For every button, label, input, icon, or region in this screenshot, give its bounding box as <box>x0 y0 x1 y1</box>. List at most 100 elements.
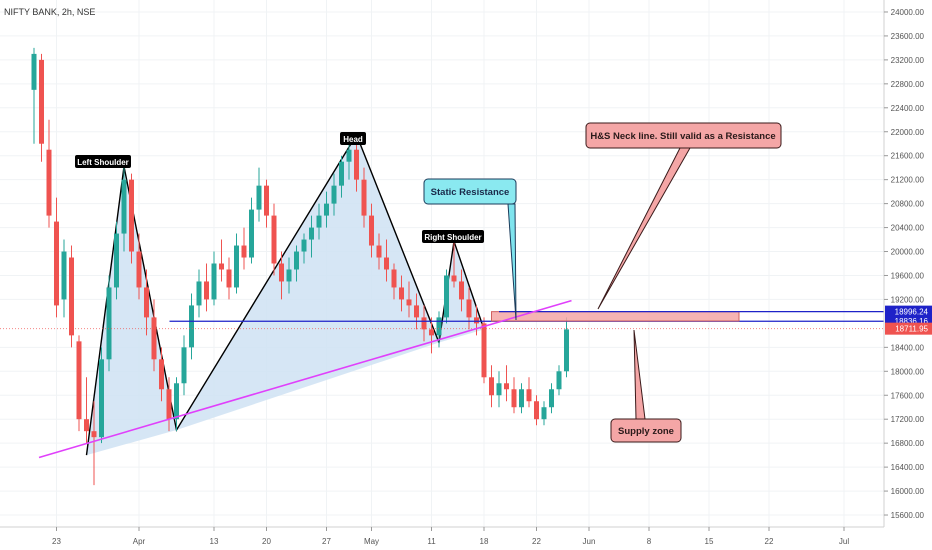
candle-body <box>114 233 119 288</box>
candle[interactable] <box>234 233 239 294</box>
x-axis: 23 Apr 13 20 27 May 11 18 22 Jun 8 15 22 Jul <box>0 526 932 546</box>
candle[interactable] <box>309 215 314 258</box>
candle[interactable] <box>99 347 104 444</box>
candle-body <box>121 179 127 234</box>
candle[interactable] <box>541 401 547 426</box>
candle[interactable] <box>511 377 517 414</box>
candle[interactable] <box>121 167 127 252</box>
price-label[interactable]: 18711.95 <box>885 322 932 335</box>
y-axis[interactable]: 15600.00 16000.00 16400.00 16800.00 17200.00… <box>883 0 932 550</box>
candle-body <box>181 347 187 384</box>
candle[interactable] <box>76 335 82 432</box>
candle[interactable] <box>414 293 419 330</box>
candle[interactable] <box>219 239 224 282</box>
candle[interactable] <box>54 197 59 318</box>
overlays <box>0 299 884 459</box>
candle[interactable] <box>249 197 254 264</box>
candle[interactable] <box>39 53 44 162</box>
candle[interactable] <box>114 221 119 300</box>
candle[interactable] <box>279 251 284 300</box>
y-tick-label: 19600.00 <box>891 271 925 280</box>
price-label[interactable]: 18996.24 <box>885 305 932 318</box>
candle[interactable] <box>466 287 472 330</box>
static-resistance-callout[interactable]: Static Resistance <box>423 178 517 321</box>
candle[interactable] <box>549 383 554 414</box>
head-label-bg <box>340 132 366 145</box>
x-tick-label: 23 <box>52 537 61 546</box>
candle[interactable] <box>84 377 89 444</box>
candle[interactable] <box>211 251 217 306</box>
candle[interactable] <box>331 173 337 216</box>
candle[interactable] <box>451 242 457 288</box>
candle-body <box>354 149 359 180</box>
candle[interactable] <box>106 275 112 372</box>
candle-body <box>391 269 397 288</box>
candle[interactable] <box>376 233 382 270</box>
candle[interactable] <box>181 335 187 396</box>
y-tick-label: 16400.00 <box>891 463 925 472</box>
candle[interactable] <box>91 401 97 486</box>
candle-body <box>271 215 277 264</box>
candle[interactable] <box>264 179 269 228</box>
candle-body <box>226 269 232 288</box>
candle[interactable] <box>556 365 562 396</box>
y-tick-label: 24000.00 <box>891 8 925 17</box>
candle[interactable] <box>339 155 344 198</box>
candle-body <box>361 179 367 216</box>
candle[interactable] <box>226 257 232 300</box>
candle-body <box>174 383 179 420</box>
x-tick-label: Jun <box>583 537 596 546</box>
candles[interactable] <box>31 47 570 486</box>
neckline-callout[interactable]: H&S Neck line. Still valid as a Resistan… <box>585 122 782 310</box>
candle[interactable] <box>504 365 509 402</box>
candle[interactable] <box>489 365 494 408</box>
candle[interactable] <box>406 281 412 318</box>
candle[interactable] <box>496 371 502 408</box>
candle[interactable] <box>361 167 367 228</box>
candle[interactable] <box>564 317 569 378</box>
candle[interactable] <box>174 377 179 432</box>
candle[interactable] <box>474 305 479 336</box>
candle[interactable] <box>369 203 374 258</box>
candle[interactable] <box>129 173 134 264</box>
annotation-labels: Left Shoulder Head Right Shoulder Static… <box>75 122 782 443</box>
candle[interactable] <box>526 377 532 408</box>
candle[interactable] <box>151 299 157 372</box>
candle[interactable] <box>189 293 194 360</box>
candle-body <box>54 221 59 306</box>
candle[interactable] <box>136 233 142 300</box>
candle[interactable] <box>301 233 307 264</box>
candle[interactable] <box>436 311 442 348</box>
candle[interactable] <box>384 239 389 282</box>
candle[interactable] <box>69 245 74 348</box>
candle-body <box>511 389 517 408</box>
candle[interactable] <box>459 269 464 312</box>
candle[interactable] <box>46 119 52 228</box>
candle[interactable] <box>144 269 149 336</box>
candle[interactable] <box>429 317 434 354</box>
candle[interactable] <box>196 269 202 318</box>
candle[interactable] <box>166 377 172 432</box>
candle[interactable] <box>421 305 427 342</box>
candle[interactable] <box>61 239 67 318</box>
candle[interactable] <box>519 383 524 414</box>
supply-zone-callout[interactable]: Supply zone <box>610 329 682 443</box>
candle[interactable] <box>316 203 322 240</box>
candle[interactable] <box>204 263 209 312</box>
candle[interactable] <box>444 269 449 324</box>
candle[interactable] <box>31 47 37 144</box>
candle[interactable] <box>159 347 164 402</box>
left-shoulder-text: Left Shoulder <box>77 158 129 167</box>
candle[interactable] <box>324 191 329 228</box>
y-tick-label: 22800.00 <box>891 80 925 89</box>
candle[interactable] <box>399 275 404 312</box>
candle[interactable] <box>391 263 397 300</box>
candle-body <box>106 287 112 360</box>
candle[interactable] <box>271 203 277 276</box>
candle[interactable] <box>294 245 299 282</box>
candle[interactable] <box>241 227 247 270</box>
candle[interactable] <box>256 167 262 222</box>
candle[interactable] <box>286 257 292 294</box>
candle[interactable] <box>534 395 539 426</box>
